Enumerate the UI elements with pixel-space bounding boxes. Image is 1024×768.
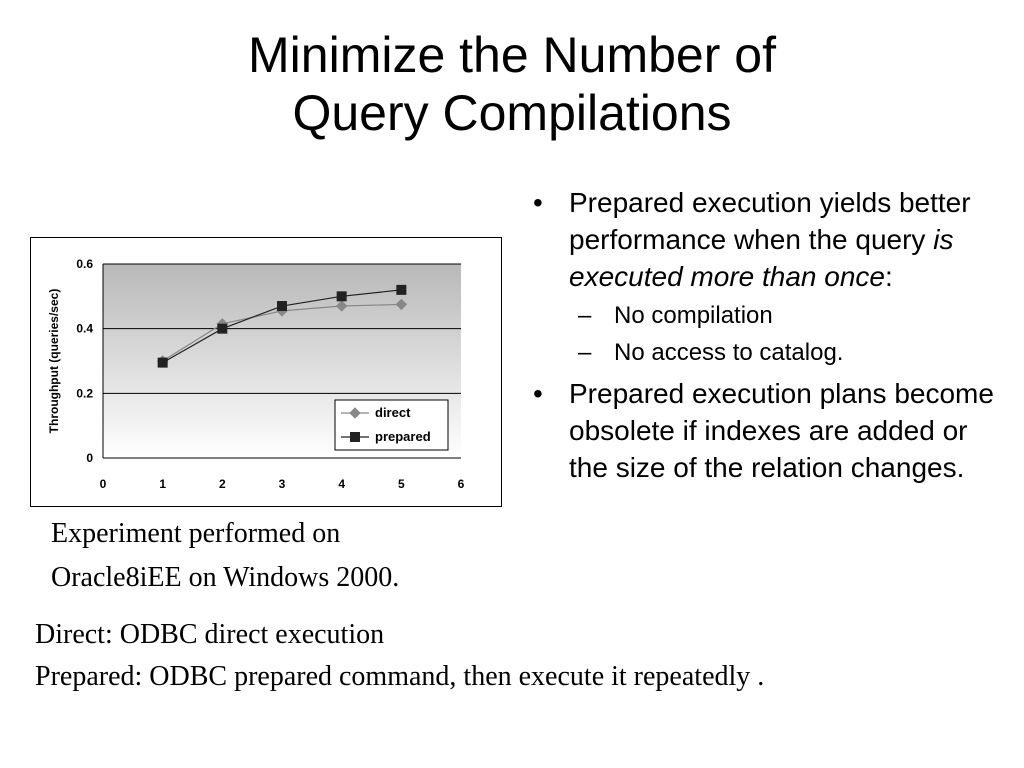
slide-title: Minimize the Number of Query Compilation… xyxy=(0,26,1024,142)
throughput-chart-svg: 0 0.2 0.4 0.6 0 1 2 3 4 5 6 Throughput (queries/sec… xyxy=(47,257,465,491)
x-tick-label: 6 xyxy=(458,477,465,491)
y-tick-label: 0.4 xyxy=(76,322,93,336)
sub-bullet-text: No compilation xyxy=(614,302,773,329)
bullet-item: • Prepared execution yields better perfo… xyxy=(533,184,1003,371)
data-point-prepared xyxy=(336,291,347,302)
data-point-prepared xyxy=(217,323,228,334)
footer-notes: Direct: ODBC direct execution Prepared: … xyxy=(35,614,764,698)
data-point-direct xyxy=(335,300,348,312)
legend-label-prepared: prepared xyxy=(375,429,431,444)
data-point-prepared xyxy=(277,301,287,312)
y-tick-label: 0.2 xyxy=(76,386,93,400)
data-point-prepared xyxy=(157,357,168,368)
dash-icon: – xyxy=(578,302,592,329)
dash-icon: – xyxy=(578,339,592,366)
legend-marker-prepared xyxy=(350,432,360,442)
y-axis-label: Throughput (queries/sec) xyxy=(47,289,61,434)
bullet-text: Prepared execution yields better perform… xyxy=(569,187,971,255)
bullet-list: • Prepared execution yields better perfo… xyxy=(533,184,1003,486)
sub-bullet-item: – No compilation xyxy=(569,297,1003,334)
bullet-dot-icon: • xyxy=(533,378,543,409)
x-tick-label: 5 xyxy=(398,477,405,491)
bullet-text: Prepared execution plans become obsolete… xyxy=(569,378,994,483)
throughput-chart: 0 0.2 0.4 0.6 0 1 2 3 4 5 6 Throughput (queries/sec… xyxy=(30,237,502,507)
bullet-dot-icon: • xyxy=(533,187,543,218)
sub-bullet-text: No access to catalog. xyxy=(614,339,844,366)
caption-line-1: Experiment performed on xyxy=(51,518,341,549)
legend-marker-direct xyxy=(349,407,361,419)
data-point-prepared xyxy=(396,284,407,295)
x-tick-label: 0 xyxy=(100,477,107,491)
sub-bullet-item: – No access to catalog. xyxy=(569,334,1003,371)
legend-label-direct: direct xyxy=(375,405,411,420)
y-tick-label: 0.6 xyxy=(76,257,93,271)
sub-bullet-list: – No compilation – No access to catalog. xyxy=(569,297,1003,371)
x-tick-label: 1 xyxy=(159,477,166,491)
data-point-direct xyxy=(395,298,408,311)
footer-line-1: Direct: ODBC direct execution xyxy=(35,619,385,650)
experiment-caption: Experiment performed on Oracle8iEE on Wi… xyxy=(51,512,399,600)
y-tick-label: 0 xyxy=(86,451,93,465)
bullet-text-end: : xyxy=(884,261,893,292)
x-tick-label: 2 xyxy=(219,477,226,491)
slide-title-line-1: Minimize the Number of xyxy=(248,27,776,83)
footer-line-2: Prepared: ODBC prepared command, then ex… xyxy=(35,661,765,692)
x-tick-label: 3 xyxy=(279,477,286,491)
caption-line-2: Oracle8iEE on Windows 2000. xyxy=(51,562,400,593)
bullet-item: • Prepared execution plans become obsole… xyxy=(533,375,1003,486)
slide-title-line-2: Query Compilations xyxy=(292,85,732,141)
bullet-emphasis: is executed more than once xyxy=(569,224,954,292)
x-tick-label: 4 xyxy=(338,477,345,491)
